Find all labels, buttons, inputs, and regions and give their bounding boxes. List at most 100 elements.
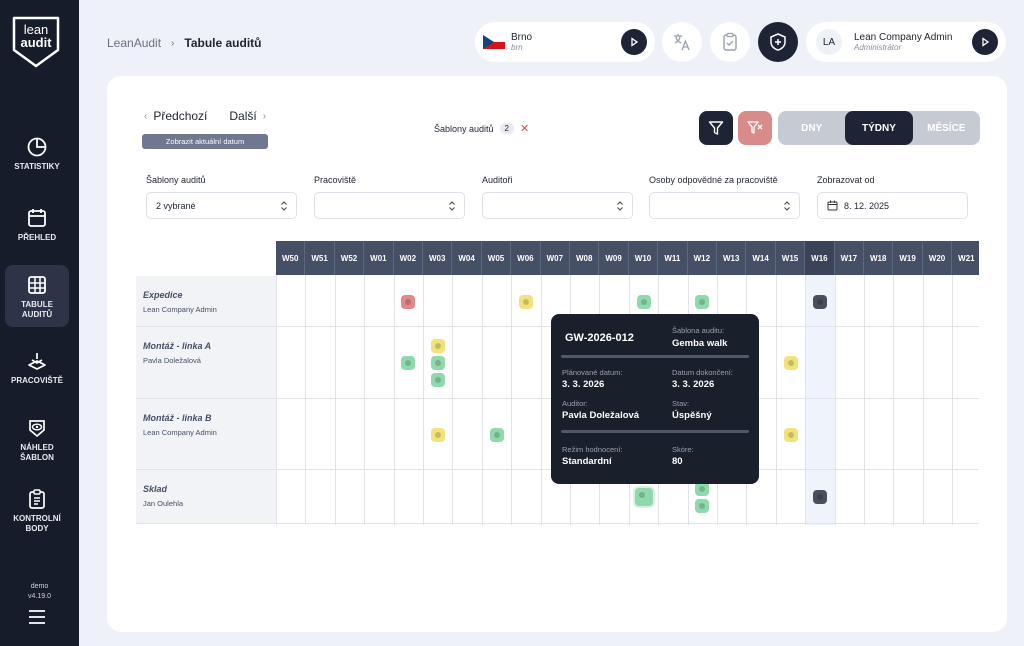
audit-marker[interactable] [695, 294, 710, 309]
week-header-w15[interactable]: W15 [775, 241, 806, 275]
reset-filter-button[interactable] [738, 111, 772, 145]
sidebar-item-label: BODY [25, 524, 49, 533]
sidebar-item-tabule-auditu[interactable]: TABULE AUDITŮ [5, 265, 69, 327]
location-selector[interactable]: Brno brn [475, 22, 655, 62]
audit-marker[interactable] [812, 490, 827, 504]
grid-column-line [481, 275, 483, 525]
workplace-responsible: Lean Company Admin [143, 305, 217, 314]
audit-marker[interactable] [783, 356, 798, 370]
week-header-w01[interactable]: W01 [364, 241, 394, 275]
calendar-icon [827, 200, 838, 211]
audit-marker[interactable] [401, 356, 416, 370]
tooltip-mode-value: Standardní [562, 456, 612, 467]
filter-button[interactable] [699, 111, 733, 145]
sidebar-item-statistiky[interactable]: STATISTIKY [5, 136, 69, 176]
view-weeks-button[interactable]: TÝDNY [845, 111, 913, 145]
week-header-w11[interactable]: W11 [658, 241, 688, 275]
week-header-w08[interactable]: W08 [570, 241, 600, 275]
show-today-button[interactable]: Zobrazit aktuální datum [142, 134, 268, 149]
workplace-row-label[interactable]: Expedice Lean Company Admin [136, 276, 276, 327]
view-months-button[interactable]: MĚSÍCE [927, 122, 966, 134]
sidebar-item-label: NÁHLED [20, 443, 54, 452]
audit-marker[interactable] [695, 498, 710, 513]
breadcrumb-root[interactable]: LeanAudit [107, 36, 162, 50]
clear-filter-icon[interactable]: ✕ [520, 123, 530, 135]
env-label: demo [30, 583, 49, 590]
audit-marker[interactable] [636, 294, 651, 309]
week-header-w09[interactable]: W09 [599, 241, 629, 275]
week-header-w06[interactable]: W06 [511, 241, 541, 275]
updown-chevron-icon [281, 201, 287, 211]
menu-icon[interactable] [28, 609, 46, 625]
week-header-w18[interactable]: W18 [864, 241, 894, 275]
audit-marker[interactable] [430, 356, 445, 370]
week-header-w20[interactable]: W20 [922, 241, 953, 275]
auditors-select[interactable] [482, 192, 633, 219]
audit-marker[interactable] [634, 488, 653, 506]
user-menu[interactable]: LA Lean Company Admin Administrátor [806, 22, 1006, 62]
version-info: demo v4.19.0 [0, 582, 79, 602]
week-header-w51[interactable]: W51 [305, 241, 335, 275]
chevron-right-icon: › [171, 37, 175, 49]
sidebar-item-pracoviste[interactable]: PRACOVIŠTĚ [5, 350, 69, 390]
workplace-row-label[interactable]: Montáž - linka A Pavla Doležalová [136, 327, 276, 399]
sidebar-item-nahled-sablon[interactable]: NÁHLED ŠABLON [5, 417, 69, 465]
tasks-button[interactable] [710, 22, 750, 62]
workplace-row-label[interactable]: Montáž - linka B Lean Company Admin [136, 399, 276, 470]
week-header-w21[interactable]: W21 [952, 241, 979, 275]
show-from-datepicker[interactable]: 8. 12. 2025 [817, 192, 968, 219]
grid-column-line [805, 275, 807, 525]
week-header-w17[interactable]: W17 [834, 241, 864, 275]
translate-button[interactable] [662, 22, 702, 62]
user-go-button[interactable] [972, 29, 998, 55]
avatar: LA [816, 29, 842, 55]
week-header-w02[interactable]: W02 [393, 241, 423, 275]
audit-marker[interactable] [695, 481, 710, 496]
workplace-responsible: Pavla Doležalová [143, 356, 201, 365]
sidebar-item-prehled[interactable]: PŘEHLED [5, 207, 69, 247]
admin-shield-button[interactable] [758, 22, 798, 62]
week-header-w03[interactable]: W03 [423, 241, 453, 275]
view-days-button[interactable]: DNY [801, 122, 823, 134]
audit-marker[interactable] [783, 427, 798, 442]
audit-marker[interactable] [812, 294, 827, 309]
audit-marker[interactable] [489, 427, 504, 442]
prev-button[interactable]: Předchozí [153, 109, 208, 123]
week-header-w05[interactable]: W05 [481, 241, 512, 275]
next-button[interactable]: Další [229, 109, 257, 123]
week-header-w14[interactable]: W14 [746, 241, 776, 275]
templates-select[interactable]: 2 vybrané [146, 192, 297, 219]
week-header-w12[interactable]: W12 [687, 241, 717, 275]
sidebar-item-label: STATISTIKY [14, 162, 60, 171]
tooltip-mode-label: Režim hodnocení: [562, 445, 623, 454]
audit-marker[interactable] [430, 427, 445, 442]
audit-marker[interactable] [430, 339, 445, 353]
location-go-button[interactable] [621, 29, 647, 55]
period-pager: ‹ Předchozí Další › [144, 109, 266, 123]
week-header-w16[interactable]: W16 [805, 241, 835, 275]
week-header-w07[interactable]: W07 [540, 241, 570, 275]
responsible-filter-label: Osoby odpovědné za pracoviště [649, 175, 778, 185]
workplace-select[interactable] [314, 192, 465, 219]
audit-marker[interactable] [518, 294, 533, 309]
workplace-responsible: Lean Company Admin [143, 428, 217, 437]
template-filter-label: Šablony auditů [434, 123, 494, 134]
week-header-w04[interactable]: W04 [452, 241, 482, 275]
audit-marker[interactable] [401, 294, 416, 309]
workplace-title: Expedice [143, 290, 183, 300]
week-header-w19[interactable]: W19 [893, 241, 923, 275]
translate-icon [674, 34, 690, 51]
week-header-w50[interactable]: W50 [276, 241, 306, 275]
audit-marker[interactable] [430, 373, 445, 387]
tooltip-template-label: Šablona auditu: [672, 326, 725, 335]
tooltip-state-label: Stav: [672, 399, 690, 408]
grid-column-line [922, 275, 924, 525]
lean-audit-logo[interactable]: lean audit [10, 14, 62, 70]
responsible-select[interactable] [649, 192, 800, 219]
week-header-w13[interactable]: W13 [717, 241, 747, 275]
week-header-w10[interactable]: W10 [628, 241, 659, 275]
sidebar-item-kontrolni-body[interactable]: KONTROLNÍ BODY [5, 488, 69, 536]
workplace-row-label[interactable]: Sklad Jan Oulehla [136, 470, 276, 524]
play-icon [631, 37, 639, 47]
week-header-w52[interactable]: W52 [334, 241, 365, 275]
